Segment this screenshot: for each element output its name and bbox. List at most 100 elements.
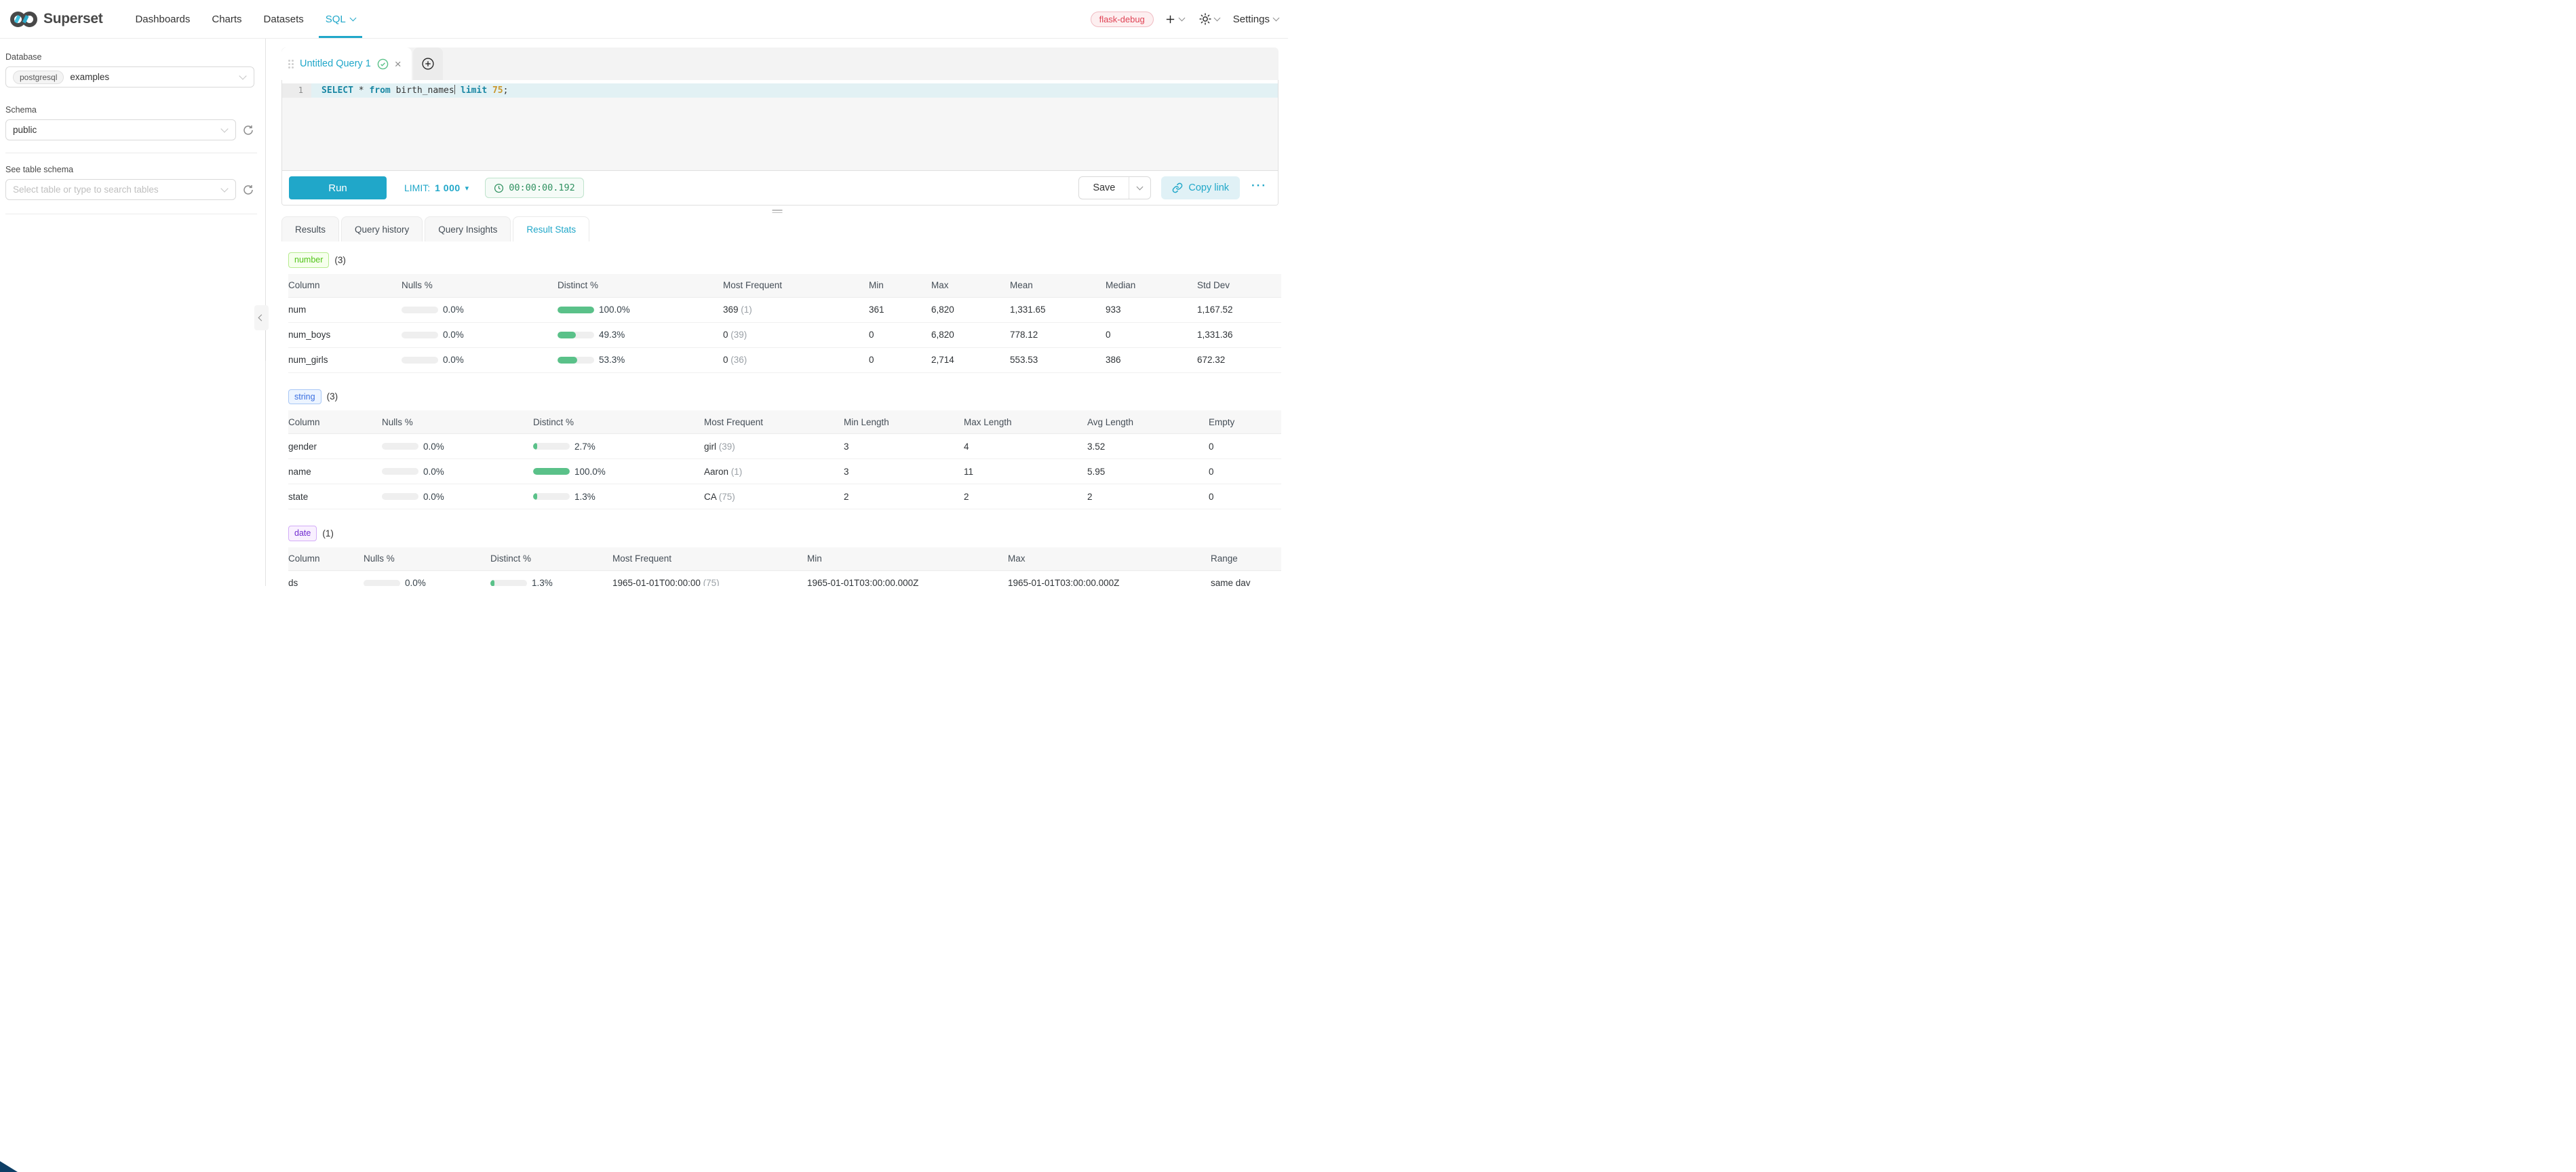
stat-value: 11 [964, 466, 974, 477]
code-token: * [353, 85, 370, 96]
column-header: Column [288, 280, 320, 290]
column-name: num_girls [288, 355, 328, 365]
code-token: birth_names [390, 85, 454, 96]
nav-item-dashboards[interactable]: Dashboards [124, 0, 201, 38]
most-frequent-cell: 369 (1) [723, 305, 869, 315]
nulls-percent: 0.0% [423, 441, 444, 452]
refresh-tables-button[interactable] [242, 184, 254, 196]
copy-link-button[interactable]: Copy link [1161, 176, 1241, 199]
new-item-button[interactable] [1160, 14, 1188, 25]
nulls-percent: 0.0% [423, 466, 444, 477]
stat-value: 1,167.52 [1197, 305, 1233, 315]
stat-value: 1965-01-01T03:00:00.000Z [1008, 578, 1120, 586]
save-options-button[interactable] [1129, 177, 1150, 199]
progress-bar-fill [558, 306, 594, 313]
code-token: 75 [487, 85, 503, 96]
column-header: Distinct % [533, 416, 574, 427]
theme-toggle-button[interactable] [1195, 13, 1224, 25]
column-header: Distinct % [490, 553, 532, 564]
progress-bar [490, 579, 527, 586]
nulls-percent: 0.0% [443, 355, 464, 365]
panel-drag-handle[interactable] [772, 208, 782, 214]
superset-logo[interactable]: Superset [9, 0, 103, 38]
query-tab[interactable]: Untitled Query 1 × [281, 47, 412, 80]
stat-value: 4 [964, 441, 969, 452]
column-header: Mean [1010, 280, 1033, 290]
run-button[interactable]: Run [289, 176, 387, 199]
most-frequent-value: 0 [723, 330, 728, 340]
most-frequent-cell: CA (75) [704, 492, 844, 502]
column-header: Most Frequent [704, 416, 764, 427]
column-header: Std Dev [1197, 280, 1230, 290]
results-tab-result-stats[interactable]: Result Stats [513, 216, 590, 241]
distinct-percent: 100.0% [574, 466, 606, 477]
most-frequent-value: Aaron [704, 466, 729, 477]
results-tab-query-history[interactable]: Query history [341, 216, 423, 241]
refresh-schemas-button[interactable] [242, 124, 254, 136]
most-frequent-count: (1) [728, 466, 743, 477]
nav-item-charts[interactable]: Charts [201, 0, 252, 38]
code-token: limit [455, 85, 488, 96]
type-count: (3) [334, 254, 346, 265]
chevron-down-icon [1272, 14, 1280, 22]
column-header: Max [931, 280, 949, 290]
plus-circle-icon [422, 58, 434, 70]
sqllab-main-panel: Untitled Query 1 × 1 SE [266, 39, 1288, 586]
settings-menu[interactable]: Settings [1230, 14, 1281, 25]
schema-value: public [13, 125, 37, 135]
save-split-button: Save [1078, 176, 1152, 199]
most-frequent-cell: Aaron (1) [704, 467, 844, 477]
schema-select[interactable]: public [5, 119, 236, 140]
code-token: SELECT [321, 85, 353, 96]
editor-card: 1 SELECT * from birth_names limit 75; Ru… [281, 80, 1279, 206]
code-line: 1 SELECT * from birth_names limit 75; [282, 83, 1278, 98]
stat-value: 2 [1087, 491, 1093, 502]
progress-bar-fill [558, 331, 576, 338]
stats-section-date: date (1) Column Nulls % Distinct % Most Fre… [288, 526, 1281, 586]
stat-value: 0 [869, 330, 874, 340]
main-nav: Dashboards Charts Datasets SQL [124, 0, 366, 38]
nulls-bar-cell: 0.0% [382, 442, 533, 452]
chevron-down-icon [1178, 14, 1186, 22]
column-name: name [288, 466, 311, 477]
nav-item-label: Charts [212, 13, 242, 25]
column-header: Distinct % [558, 280, 599, 290]
limit-dropdown[interactable]: LIMIT: 1 000 ▾ [404, 182, 469, 193]
collapse-sidebar-button[interactable] [254, 305, 269, 330]
results-tab-query-insights[interactable]: Query Insights [425, 216, 511, 241]
most-frequent-value: 1965-01-01T00:00:00 [612, 578, 701, 586]
progress-bar-fill [533, 468, 570, 475]
new-query-tab-button[interactable] [413, 47, 443, 80]
distinct-percent: 100.0% [599, 305, 630, 315]
sql-editor[interactable]: 1 SELECT * from birth_names limit 75; [282, 80, 1278, 170]
table-row: name 0.0% 100.0% Aaron (1) 3 11 5.95 0 [288, 459, 1281, 484]
progress-bar [364, 579, 400, 586]
nav-item-sql[interactable]: SQL [315, 0, 366, 38]
results-tab-results[interactable]: Results [281, 216, 340, 241]
nav-item-label: SQL [325, 13, 346, 25]
code-token: ; [503, 85, 509, 96]
stat-value: 1,331.65 [1010, 305, 1046, 315]
progress-bar [533, 468, 570, 475]
table-header-row: Column Nulls % Distinct % Most Frequent Min M… [288, 273, 1281, 298]
link-icon [1173, 182, 1183, 193]
chevron-down-icon [239, 72, 247, 80]
save-button[interactable]: Save [1079, 177, 1129, 199]
table-select[interactable]: Select table or type to search tables [5, 179, 236, 200]
more-options-button[interactable]: ··· [1250, 179, 1268, 197]
progress-bar [382, 468, 418, 475]
nav-item-datasets[interactable]: Datasets [253, 0, 315, 38]
most-frequent-cell: 0 (36) [723, 355, 869, 365]
results-tab-bar: Results Query history Query Insights Result… [281, 216, 1288, 241]
nulls-bar-cell: 0.0% [402, 305, 558, 315]
chevron-down-icon [1213, 14, 1221, 22]
table-row: gender 0.0% 2.7% girl (39) 3 4 3.52 0 [288, 434, 1281, 459]
database-select[interactable]: postgresql examples [5, 66, 254, 87]
distinct-percent: 53.3% [599, 355, 625, 365]
text-cursor [454, 85, 456, 94]
close-tab-icon[interactable]: × [394, 57, 402, 71]
nulls-bar-cell: 0.0% [402, 355, 558, 365]
nulls-bar-cell: 0.0% [364, 578, 490, 586]
database-label: Database [5, 52, 42, 62]
most-frequent-value: 0 [723, 355, 728, 365]
